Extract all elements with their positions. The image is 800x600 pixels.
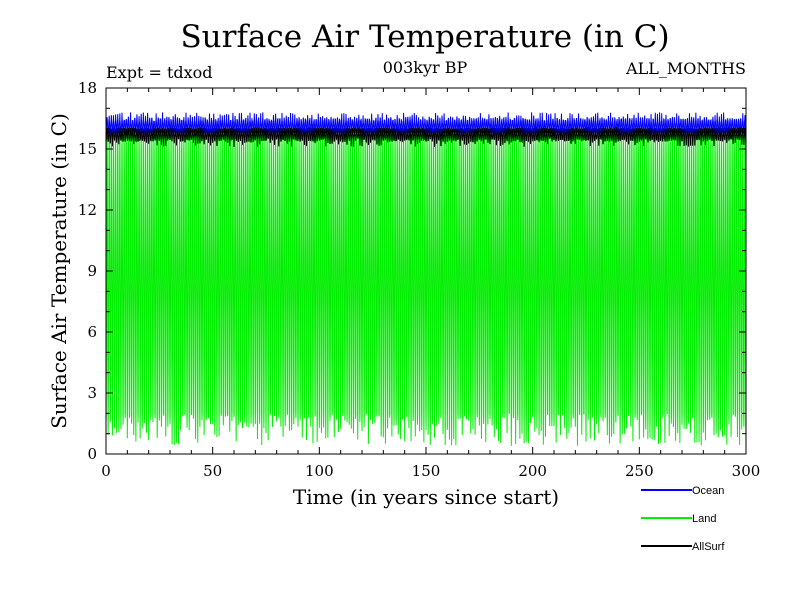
chart-subtitle: 003kyr BP	[383, 58, 468, 77]
legend-label-allsurf: AllSurf	[692, 541, 725, 553]
y-tick-label: 12	[78, 201, 97, 219]
x-tick-label: 250	[625, 462, 654, 480]
y-tick-label: 15	[78, 140, 97, 158]
y-tick-label: 6	[87, 323, 97, 341]
x-tick-label: 100	[305, 462, 334, 480]
series-line-land	[105, 130, 747, 446]
x-tick-label: 0	[101, 462, 111, 480]
y-tick-label: 18	[78, 79, 97, 97]
months-label: ALL_MONTHS	[625, 59, 746, 78]
x-tick-label: 150	[412, 462, 441, 480]
legend-label-land: Land	[692, 513, 716, 525]
y-tick-label: 0	[87, 445, 97, 463]
x-tick-label: 200	[518, 462, 547, 480]
axes: 0 50 100 150 200 250 300 0 3 6 9 12 15 18	[78, 79, 760, 480]
plot-data	[105, 112, 747, 446]
experiment-label: Expt = tdxod	[106, 63, 213, 82]
y-axis-label: Surface Air Temperature (in C)	[47, 113, 71, 429]
y-tick-label: 3	[87, 384, 97, 402]
legend-label-ocean: Ocean	[692, 485, 724, 497]
x-tick-label: 300	[732, 462, 761, 480]
chart-title: Surface Air Temperature (in C)	[180, 19, 669, 55]
series-line-allsurf	[105, 126, 747, 147]
x-tick-label: 50	[203, 462, 222, 480]
legend: Ocean Land AllSurf	[641, 485, 725, 553]
series-line-ocean	[105, 112, 747, 136]
x-axis-label: Time (in years since start)	[293, 485, 559, 509]
y-tick-label: 9	[87, 262, 97, 280]
